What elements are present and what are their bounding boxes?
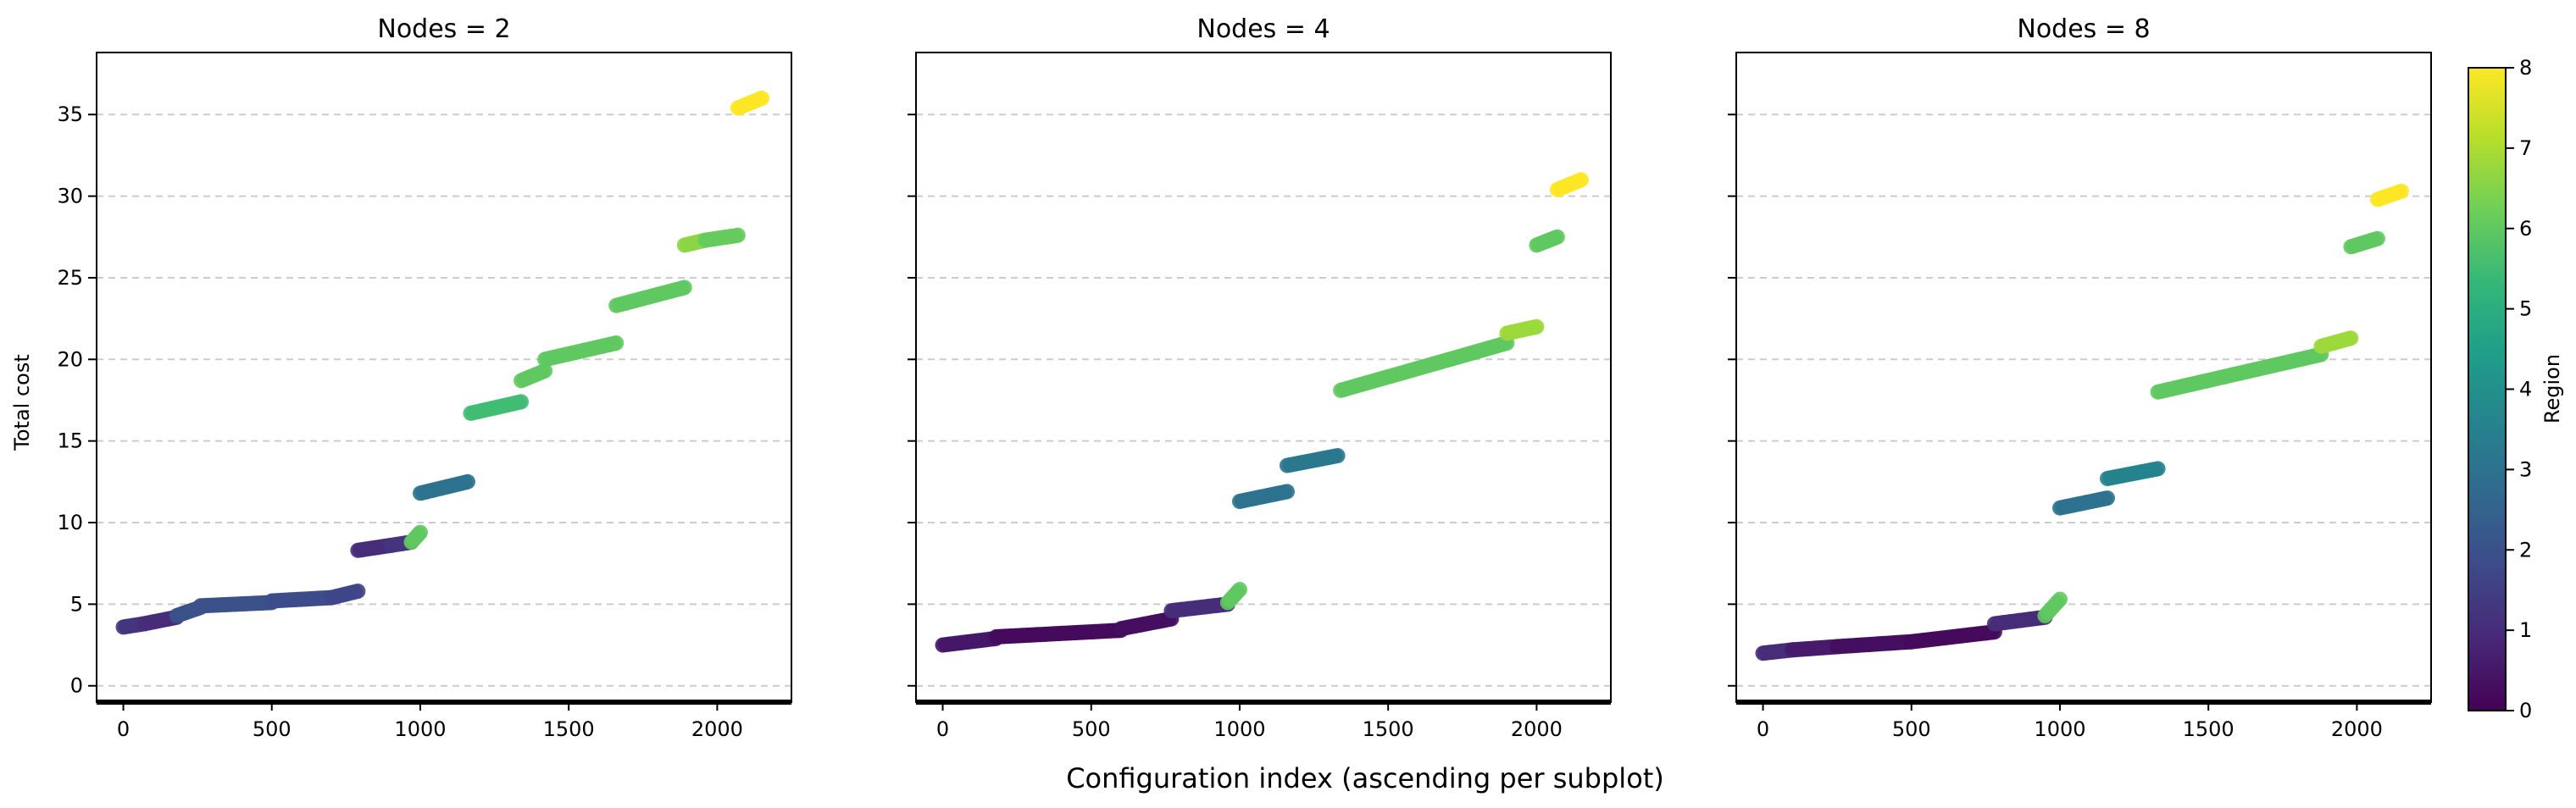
- x-tick-label: 1500: [2183, 717, 2235, 741]
- y-tick-label: 25: [57, 266, 83, 290]
- colorbar-tick-label: 6: [2519, 217, 2532, 241]
- data-point: [460, 473, 475, 490]
- data-point: [2052, 591, 2068, 607]
- y-tick-label: 10: [57, 511, 83, 534]
- subplot-title: Nodes = 4: [1196, 14, 1330, 44]
- data-point: [2150, 461, 2166, 477]
- data-point: [2100, 490, 2115, 506]
- colorbar-tick-label: 8: [2519, 56, 2532, 80]
- colorbar-label: Region: [2540, 354, 2564, 423]
- colorbar-tick-label: 2: [2519, 538, 2532, 562]
- x-tick-label: 500: [1072, 717, 1111, 741]
- y-axis-label: Total cost: [10, 354, 34, 451]
- y-tick-label: 5: [70, 592, 83, 616]
- colorbar: Region 0 1 2 3 4 5 6 7 8: [2468, 56, 2564, 722]
- x-tick-label: 1500: [543, 717, 595, 741]
- x-tick-label: 0: [117, 717, 130, 741]
- x-tick-label: 500: [1892, 717, 1931, 741]
- data-point: [2369, 230, 2385, 246]
- x-tick-label: 2000: [1511, 717, 1563, 741]
- x-tick-label: 1000: [394, 717, 446, 741]
- data-point: [537, 362, 553, 379]
- data-point: [1529, 318, 1545, 335]
- data-point: [730, 227, 746, 243]
- x-tick-label: 1500: [1363, 717, 1414, 741]
- y-tick-label: 0: [70, 674, 83, 698]
- data-point: [1549, 229, 1565, 245]
- data-point: [1330, 448, 1346, 463]
- scatter-points: [1755, 183, 2409, 661]
- x-tick-label: 500: [253, 717, 291, 741]
- data-point: [413, 524, 428, 540]
- subplot-nodes-2: Nodes = 2 0 500 1000 1500 2000 0 5 10 15 20 25 30 35: [57, 14, 792, 741]
- data-point: [1574, 172, 1589, 188]
- colorbar-tick-label: 7: [2519, 136, 2532, 160]
- data-point: [2394, 183, 2409, 199]
- colorbar-tick-label: 5: [2519, 297, 2532, 321]
- scatter-points: [935, 172, 1589, 653]
- x-tick-label: 1000: [2034, 717, 2085, 741]
- y-tick-label: 30: [57, 185, 83, 208]
- y-tick-label: 35: [57, 102, 83, 126]
- colorbar-tick-label: 3: [2519, 457, 2532, 481]
- x-tick-label: 1000: [1213, 717, 1265, 741]
- data-point: [676, 279, 692, 296]
- x-tick-label: 0: [1757, 717, 1769, 741]
- subplot-title: Nodes = 2: [377, 14, 510, 44]
- y-tick-label: 15: [57, 429, 83, 453]
- x-axis-label: Configuration index (ascending per subpl…: [1066, 762, 1664, 794]
- data-point: [608, 335, 625, 351]
- x-tick-label: 0: [936, 717, 949, 741]
- data-point: [514, 394, 530, 410]
- subplot-nodes-4: Nodes = 4 0 500 1000 1500 2000: [908, 14, 1612, 741]
- data-point: [350, 584, 366, 599]
- x-tick-label: 2000: [691, 717, 743, 741]
- colorbar-gradient: [2468, 67, 2507, 711]
- x-tick-label: 2000: [2331, 717, 2383, 741]
- colorbar-tick-label: 4: [2519, 378, 2532, 401]
- data-point: [1232, 582, 1247, 597]
- colorbar-tick-label: 1: [2519, 618, 2532, 642]
- data-point: [1280, 484, 1295, 500]
- y-tick-label: 20: [57, 347, 83, 371]
- scatter-points: [115, 91, 769, 635]
- subplot-nodes-8: Nodes = 8 0 500 1000 1500 2000: [1728, 14, 2432, 741]
- subplot-title: Nodes = 8: [2017, 14, 2150, 44]
- data-point: [754, 91, 769, 106]
- data-point: [2343, 330, 2359, 346]
- colorbar-tick-label: 0: [2519, 699, 2532, 722]
